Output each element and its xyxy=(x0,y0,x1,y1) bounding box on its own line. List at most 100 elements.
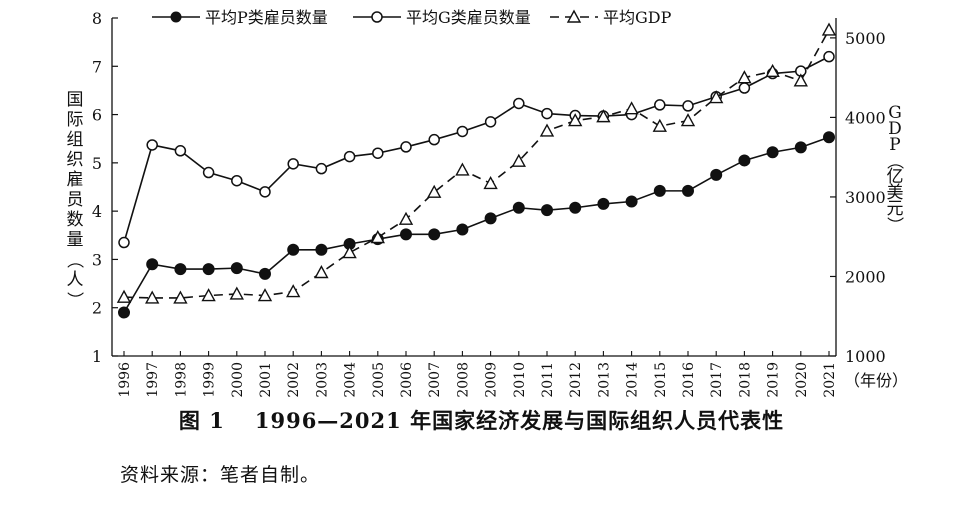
series-g xyxy=(118,50,835,249)
left-axis-title-char: 雇 xyxy=(67,170,84,190)
data-point-marker xyxy=(823,131,835,144)
data-point-marker xyxy=(202,263,215,276)
x-axis-tick-label: 1999 xyxy=(202,362,218,398)
right-axis-title: GDP（亿美元） xyxy=(884,103,904,234)
data-point-marker xyxy=(680,113,696,127)
figure-caption-label: 图 1 xyxy=(178,408,225,433)
left-axis-title-char: 国 xyxy=(67,90,84,110)
x-axis-tick-label: 2020 xyxy=(794,362,810,398)
right-axis-title-char: 美 xyxy=(887,183,904,203)
data-point-marker xyxy=(315,243,328,256)
x-axis-tick-label: 2015 xyxy=(653,362,669,398)
data-point-marker xyxy=(682,184,694,197)
data-point-marker xyxy=(118,306,130,319)
data-point-marker xyxy=(343,150,356,163)
right-axis-title-char: （ xyxy=(884,153,904,170)
data-point-marker xyxy=(201,288,216,302)
x-axis-tick-label: 2016 xyxy=(681,362,697,398)
x-axis-tick-label: 2013 xyxy=(596,362,612,398)
figure-caption-text: 1996—2021 年国家经济发展与国际组织人员代表性 xyxy=(254,408,785,433)
data-point-marker xyxy=(118,236,130,249)
x-axis-tick-label: 2021 xyxy=(822,362,838,398)
data-point-marker xyxy=(174,145,187,157)
left-axis-title-char: 数 xyxy=(67,210,84,230)
data-point-marker xyxy=(709,90,724,104)
right-axis-tick-label: 5000 xyxy=(845,29,886,48)
x-axis-tick-label: 2012 xyxy=(568,362,584,398)
left-axis-tick-label: 5 xyxy=(92,154,102,173)
data-point-marker xyxy=(456,223,469,236)
source-note: 资料来源：笔者自制。 xyxy=(120,464,321,486)
data-point-marker xyxy=(257,288,273,302)
data-point-marker xyxy=(511,153,526,167)
right-axis-title-char: 亿 xyxy=(887,167,904,187)
data-point-marker xyxy=(738,82,751,94)
series-line xyxy=(123,136,830,313)
data-point-marker xyxy=(145,290,160,304)
right-axis-tick-label: 4000 xyxy=(845,108,886,127)
x-axis-tick-label: 2000 xyxy=(230,362,246,398)
right-axis-title-char: G xyxy=(888,103,902,123)
left-axis-title-char: ） xyxy=(64,292,84,309)
data-point-marker xyxy=(484,116,497,128)
data-point-marker xyxy=(231,174,243,187)
data-point-marker xyxy=(569,201,582,214)
left-axis-tick-label: 3 xyxy=(92,250,102,269)
legend-label: 平均P类雇员数量 xyxy=(205,8,328,27)
data-point-marker xyxy=(652,118,667,132)
x-axis-tick-label: 2009 xyxy=(484,362,500,398)
x-axis-unit-label: （年份） xyxy=(844,371,908,390)
left-axis-tick-label: 8 xyxy=(92,9,102,28)
data-point-marker xyxy=(597,197,610,210)
x-axis-tick-label: 2004 xyxy=(343,362,359,398)
data-point-marker xyxy=(286,284,301,298)
right-axis-title-char: ） xyxy=(884,217,904,234)
data-point-marker xyxy=(766,146,779,159)
x-axis-tick-label: 2008 xyxy=(455,362,471,398)
data-point-marker xyxy=(624,101,639,115)
data-point-marker xyxy=(625,195,638,208)
legend-marker xyxy=(170,11,182,23)
right-axis-tick-label: 3000 xyxy=(845,188,886,207)
data-point-marker xyxy=(428,228,441,241)
left-axis-title-char: 量 xyxy=(67,230,84,250)
data-point-marker xyxy=(342,245,357,259)
data-point-marker xyxy=(146,258,159,271)
x-axis-tick-label: 1996 xyxy=(117,362,133,398)
data-point-marker xyxy=(821,22,837,36)
data-point-marker xyxy=(116,289,132,303)
left-axis-title-char: 织 xyxy=(67,150,84,170)
right-axis-title-char: 元 xyxy=(887,199,904,219)
data-point-marker xyxy=(823,50,835,63)
x-axis-tick-label: 2017 xyxy=(709,362,725,398)
right-axis-title-char: P xyxy=(889,135,900,155)
data-point-marker xyxy=(541,107,553,120)
data-point-marker xyxy=(372,147,384,159)
data-point-marker xyxy=(513,97,525,110)
x-axis-tick-label: 2002 xyxy=(286,362,302,398)
data-point-marker xyxy=(314,265,329,279)
series-line xyxy=(123,55,830,243)
x-axis-tick-label: 2007 xyxy=(427,362,443,398)
legend-marker xyxy=(566,9,582,23)
data-point-marker xyxy=(596,109,611,123)
x-axis-tick-label: 2014 xyxy=(625,362,641,398)
left-axis-title-char: 组 xyxy=(67,130,84,150)
legend-label: 平均G类雇员数量 xyxy=(406,8,531,27)
x-axis-tick-label: 2005 xyxy=(371,362,387,398)
data-point-marker xyxy=(259,186,271,198)
left-axis-title-char: 员 xyxy=(67,190,84,210)
data-point-marker xyxy=(229,286,244,300)
series-line xyxy=(123,29,830,299)
data-point-marker xyxy=(456,125,469,138)
data-point-marker xyxy=(174,263,187,276)
data-point-marker xyxy=(202,166,215,179)
x-axis-tick-label: 2011 xyxy=(540,362,556,398)
figure-caption: 图 1 1996—2021 年国家经济发展与国际组织人员代表性 xyxy=(0,405,963,435)
data-point-marker xyxy=(370,230,385,244)
data-point-marker xyxy=(230,262,243,275)
legend-label: 平均GDP xyxy=(603,8,672,27)
data-point-marker xyxy=(428,133,440,146)
data-point-marker xyxy=(738,154,751,167)
left-axis-tick-label: 2 xyxy=(92,299,102,318)
